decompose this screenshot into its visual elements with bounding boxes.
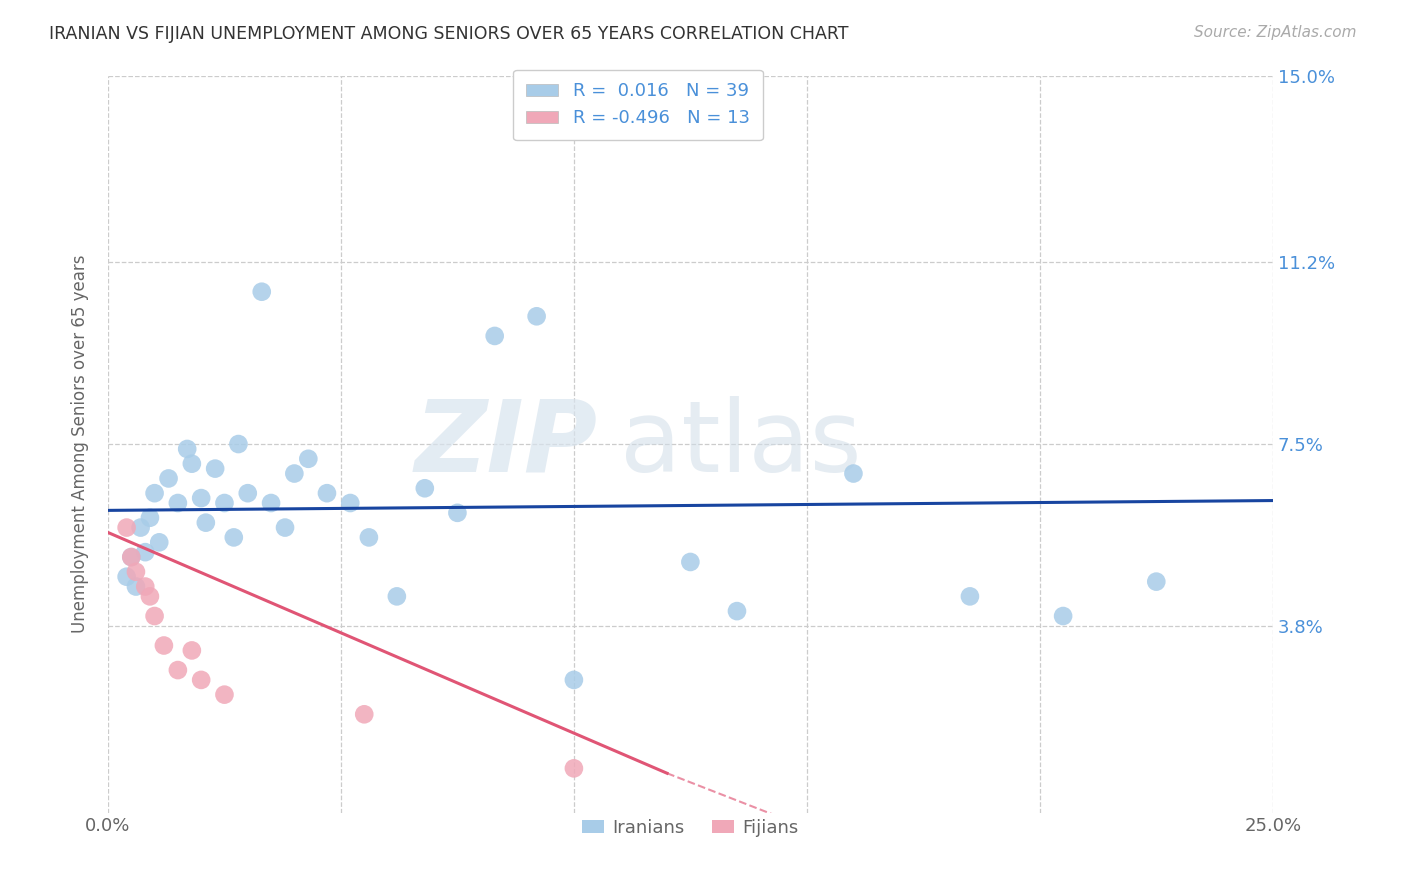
Point bbox=[339, 496, 361, 510]
Point bbox=[190, 673, 212, 687]
Point bbox=[180, 643, 202, 657]
Point bbox=[959, 590, 981, 604]
Point bbox=[120, 550, 142, 565]
Point bbox=[139, 590, 162, 604]
Point bbox=[143, 486, 166, 500]
Text: IRANIAN VS FIJIAN UNEMPLOYMENT AMONG SENIORS OVER 65 YEARS CORRELATION CHART: IRANIAN VS FIJIAN UNEMPLOYMENT AMONG SEN… bbox=[49, 25, 849, 43]
Text: atlas: atlas bbox=[620, 395, 862, 492]
Point bbox=[413, 481, 436, 495]
Point bbox=[316, 486, 339, 500]
Point bbox=[214, 496, 236, 510]
Point bbox=[274, 520, 297, 534]
Point bbox=[446, 506, 468, 520]
Point bbox=[228, 437, 250, 451]
Point bbox=[385, 590, 408, 604]
Point bbox=[125, 580, 148, 594]
Point bbox=[134, 580, 156, 594]
Point bbox=[148, 535, 170, 549]
Text: Source: ZipAtlas.com: Source: ZipAtlas.com bbox=[1194, 25, 1357, 40]
Point bbox=[250, 285, 273, 299]
Point bbox=[725, 604, 748, 618]
Point bbox=[484, 329, 506, 343]
Point bbox=[353, 707, 375, 722]
Point bbox=[129, 520, 152, 534]
Y-axis label: Unemployment Among Seniors over 65 years: Unemployment Among Seniors over 65 years bbox=[72, 255, 89, 633]
Point bbox=[153, 639, 176, 653]
Point bbox=[204, 461, 226, 475]
Point bbox=[143, 609, 166, 624]
Point bbox=[194, 516, 217, 530]
Point bbox=[115, 520, 138, 534]
Point bbox=[357, 530, 380, 544]
Point bbox=[214, 688, 236, 702]
Point bbox=[125, 565, 148, 579]
Point bbox=[297, 451, 319, 466]
Point bbox=[679, 555, 702, 569]
Point bbox=[236, 486, 259, 500]
Point bbox=[1144, 574, 1167, 589]
Point bbox=[562, 761, 585, 775]
Point bbox=[180, 457, 202, 471]
Point bbox=[562, 673, 585, 687]
Point bbox=[167, 496, 190, 510]
Point bbox=[157, 471, 180, 485]
Point bbox=[120, 550, 142, 565]
Point bbox=[526, 310, 548, 324]
Point bbox=[115, 570, 138, 584]
Point bbox=[283, 467, 305, 481]
Point bbox=[167, 663, 190, 677]
Point bbox=[134, 545, 156, 559]
Point bbox=[190, 491, 212, 505]
Point bbox=[1052, 609, 1074, 624]
Point bbox=[176, 442, 198, 456]
Legend: Iranians, Fijians: Iranians, Fijians bbox=[575, 812, 806, 844]
Point bbox=[222, 530, 245, 544]
Point bbox=[842, 467, 865, 481]
Text: ZIP: ZIP bbox=[415, 395, 598, 492]
Point bbox=[260, 496, 283, 510]
Point bbox=[139, 510, 162, 524]
